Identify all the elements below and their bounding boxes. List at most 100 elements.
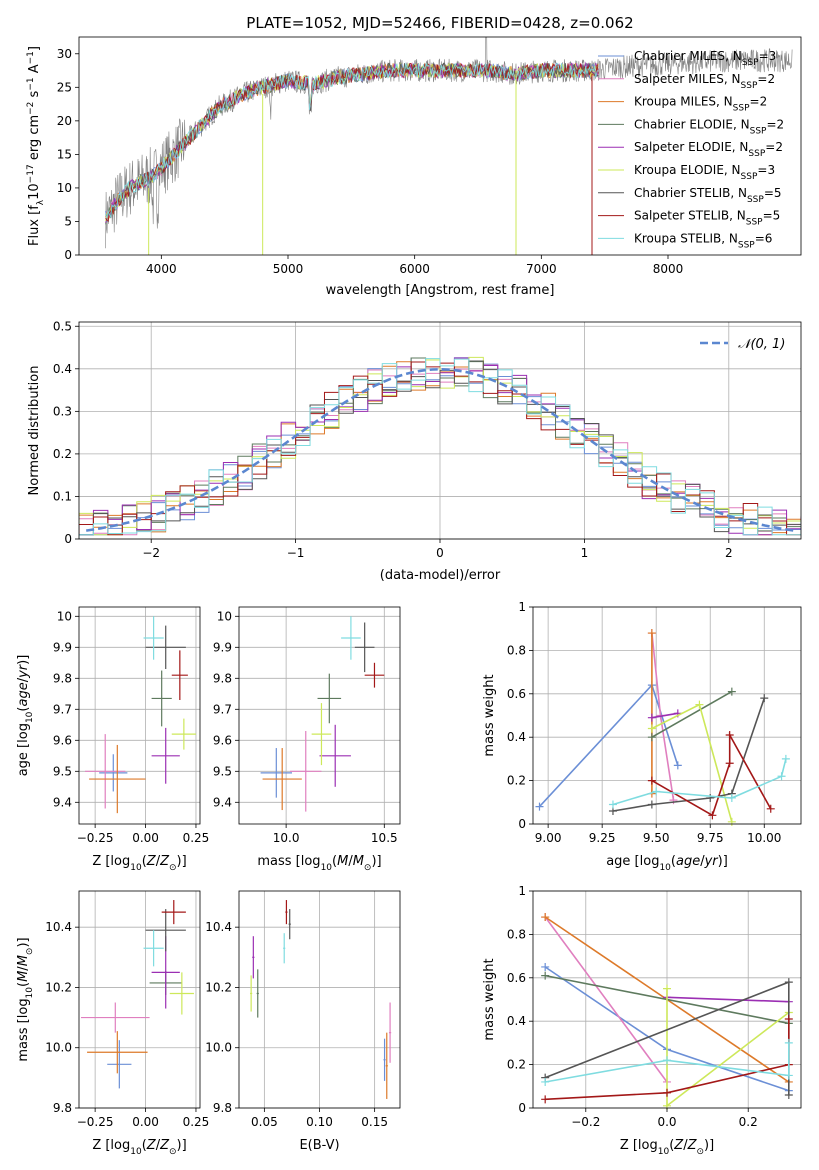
x-tick-label: 7000 bbox=[526, 262, 557, 276]
weight-line-salpeter_elodie bbox=[666, 996, 789, 1003]
weight-marker-salpeter_stelib bbox=[541, 1095, 550, 1104]
x-axis-label: Z [log10(Z/Z⊙)] bbox=[92, 1138, 186, 1157]
y-tick-label: 10.4 bbox=[205, 920, 232, 934]
weight-marker-chabrier_elodie bbox=[541, 971, 550, 980]
x-tick-label: 9.75 bbox=[697, 831, 724, 845]
y-tick-label: 0 bbox=[518, 1101, 526, 1115]
panel-mass_vs_Z: −0.25 0.00 0.25 9.8 10.0 10.2 10.4 Z [log10(Z/Z… bbox=[16, 890, 210, 1157]
x-tick-label: 9.00 bbox=[535, 831, 562, 845]
legend-label: Chabrier ELODIE, NSSP=2 bbox=[634, 117, 784, 136]
y-tick-label: 0.1 bbox=[53, 489, 72, 503]
x-tick-label: 0.25 bbox=[183, 831, 210, 845]
weight-marker-salpeter_stelib bbox=[663, 1088, 671, 1097]
x-tick-label: 0 bbox=[436, 546, 444, 560]
weight-marker-chabrier_miles bbox=[673, 761, 682, 770]
y-tick-label: 9.9 bbox=[53, 640, 72, 654]
x-tick-label: 8000 bbox=[653, 262, 684, 276]
plot-area bbox=[79, 356, 801, 539]
y-tick-label: 0.2 bbox=[53, 447, 72, 461]
y-tick-label: 10.4 bbox=[45, 920, 72, 934]
weight-marker-salpeter_stelib bbox=[725, 759, 734, 768]
plot-area bbox=[535, 629, 790, 826]
y-tick-label: 15 bbox=[57, 147, 72, 161]
legend-label: 𝒩(0, 1) bbox=[738, 337, 785, 352]
y-tick-label: 9.8 bbox=[213, 671, 232, 685]
panel-mass_vs_ebv: 0.05 0.10 0.15 9.8 10.0 10.2 10.4 E(B-V) bbox=[205, 890, 401, 1153]
y-tick-label: 0 bbox=[64, 532, 72, 546]
weight-marker-kroupa_elodie bbox=[695, 700, 704, 709]
axes-frame bbox=[532, 606, 802, 825]
histogram-kroupa_stelib bbox=[79, 358, 801, 539]
weight-marker-salpeter_stelib bbox=[766, 804, 775, 813]
y-tick-label: 0.2 bbox=[507, 774, 526, 788]
weight-marker-kroupa_elodie bbox=[727, 817, 736, 826]
legend-label: Chabrier STELIB, NSSP=5 bbox=[634, 186, 782, 205]
grid bbox=[533, 606, 801, 825]
axes-frame bbox=[532, 890, 802, 1109]
x-tick-label: −0.25 bbox=[77, 1115, 114, 1129]
weight-line-salpeter_elodie bbox=[651, 712, 678, 719]
axes-frame bbox=[238, 606, 401, 825]
y-tick-label: 0.8 bbox=[507, 643, 526, 657]
weight-line-chabrier_miles bbox=[538, 683, 679, 808]
y-tick-label: 10.0 bbox=[45, 1041, 72, 1055]
normal-curve bbox=[86, 367, 794, 532]
y-tick-label: 10.2 bbox=[205, 980, 232, 994]
y-tick-label: 30 bbox=[57, 47, 72, 61]
x-tick-label: 5000 bbox=[273, 262, 304, 276]
plot-area bbox=[105, 37, 793, 255]
legend: 𝒩(0, 1) bbox=[700, 337, 785, 352]
y-tick-label: 9.9 bbox=[213, 640, 232, 654]
x-tick-label: 4000 bbox=[146, 262, 177, 276]
weight-marker-salpeter_stelib bbox=[708, 811, 717, 820]
panel-weight_vs_Z: −0.2 0.0 0.2 0 0.2 0.4 0.6 0.8 1 Z [log10(Z/Z⊙)] m… bbox=[482, 884, 802, 1157]
histogram-chabrier_elodie bbox=[79, 357, 801, 539]
x-tick-label: −1 bbox=[287, 546, 305, 560]
grid bbox=[79, 607, 200, 824]
weight-marker-kroupa_elodie bbox=[647, 724, 656, 733]
y-tick-label: 0 bbox=[64, 248, 72, 262]
legend-label: Salpeter STELIB, NSSP=5 bbox=[634, 209, 780, 228]
weight-marker-chabrier_miles bbox=[541, 962, 550, 971]
y-tick-label: 25 bbox=[57, 80, 72, 94]
x-tick-label: −0.2 bbox=[571, 1115, 600, 1129]
panel-age_vs_mass: 10.0 10.5 9.4 9.5 9.6 9.7 9.8 9.9 10 mass [log10(… bbox=[213, 606, 401, 873]
y-tick-label: 0.6 bbox=[507, 971, 526, 985]
axes-frame bbox=[78, 606, 201, 825]
legend-label: Salpeter MILES, NSSP=2 bbox=[634, 72, 775, 91]
weight-line-kroupa_stelib bbox=[612, 758, 787, 806]
x-axis-label: wavelength [Angstrom, rest frame] bbox=[326, 283, 555, 298]
weight-marker-chabrier_elodie bbox=[727, 687, 736, 696]
legend-label: Salpeter ELODIE, NSSP=2 bbox=[634, 140, 783, 159]
y-axis-label: Normed distribution bbox=[27, 366, 42, 496]
weight-marker-chabrier_elodie bbox=[647, 733, 656, 742]
x-tick-label: 0.2 bbox=[739, 1115, 758, 1129]
weight-marker-kroupa_stelib bbox=[541, 1077, 550, 1086]
y-tick-label: 9.8 bbox=[53, 1101, 72, 1115]
weight-marker-kroupa_stelib bbox=[652, 787, 661, 796]
weight-marker-salpeter_stelib bbox=[725, 731, 734, 740]
x-axis-label: age [log10(age/yr)] bbox=[606, 854, 728, 873]
model-spectrum-salpeter_miles bbox=[105, 61, 599, 220]
panel-spectrum: 4000 5000 6000 7000 8000 0 5 10 15 20 25 30 Chabrier… bbox=[26, 36, 802, 298]
y-tick-label: 0.4 bbox=[53, 362, 72, 376]
y-tick-label: 9.7 bbox=[213, 702, 232, 716]
plot-area bbox=[81, 900, 194, 1089]
legend-label: Kroupa ELODIE, NSSP=3 bbox=[634, 163, 775, 182]
legend-label: Kroupa MILES, NSSP=2 bbox=[634, 95, 767, 114]
x-tick-label: 0.00 bbox=[132, 1115, 159, 1129]
x-tick-label: 10.5 bbox=[371, 831, 398, 845]
weight-marker-chabrier_stelib bbox=[760, 694, 769, 703]
y-tick-label: 1 bbox=[518, 600, 526, 614]
y-tick-label: 0.3 bbox=[53, 404, 72, 418]
x-tick-label: 0.10 bbox=[306, 1115, 333, 1129]
weight-marker-kroupa_stelib bbox=[777, 772, 786, 781]
y-axis-label: mass weight bbox=[482, 674, 497, 756]
axes-frame bbox=[78, 321, 802, 540]
weight-marker-chabrier_stelib bbox=[784, 978, 793, 987]
x-tick-label: −2 bbox=[142, 546, 160, 560]
y-tick-label: 9.5 bbox=[53, 764, 72, 778]
x-tick-label: 0.25 bbox=[183, 1115, 210, 1129]
y-tick-label: 10.0 bbox=[205, 1041, 232, 1055]
y-tick-label: 10.2 bbox=[45, 980, 72, 994]
